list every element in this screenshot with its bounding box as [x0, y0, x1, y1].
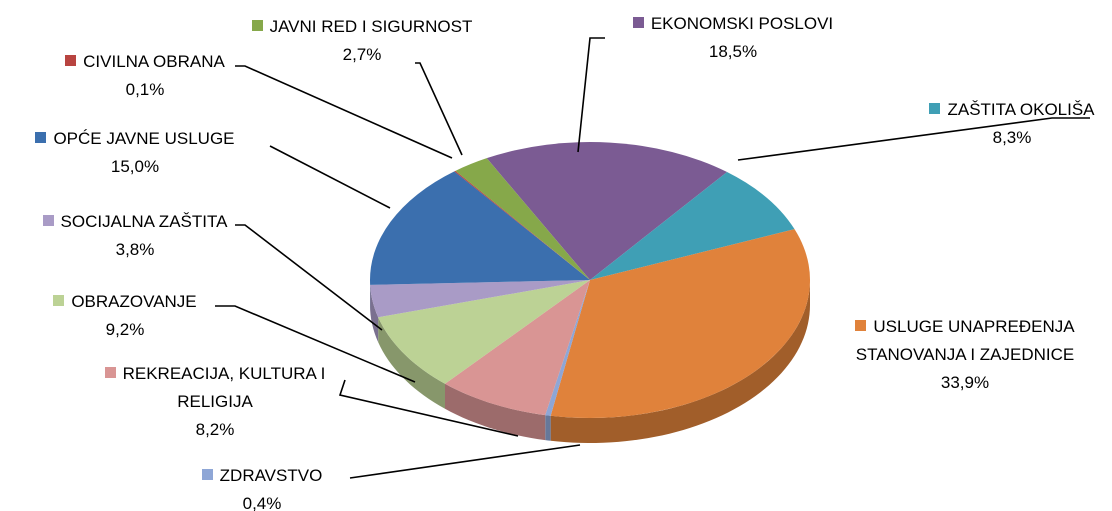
legend-swatch	[104, 367, 116, 378]
data-label: CIVILNA OBRANA 0,1%	[30, 48, 260, 104]
value-label: 33,9%	[940, 373, 990, 392]
category-name: JAVNI RED I SIGURNOST	[269, 17, 473, 36]
legend-swatch	[251, 20, 263, 31]
data-label: ZDRAVSTVO 0,4%	[162, 462, 362, 511]
legend-swatch	[35, 132, 47, 143]
data-label: EKONOMSKI POSLOVI 18,5%	[583, 10, 883, 66]
value-label: 0,4%	[242, 494, 282, 511]
value-label: 15,0%	[110, 157, 160, 176]
slice	[486, 141, 728, 280]
legend-swatch	[929, 103, 941, 114]
category-name: CIVILNA OBRANA	[83, 52, 225, 71]
label-name-line: ZAŠTITA OKOLIŠA	[902, 96, 1112, 124]
slice	[444, 280, 590, 416]
data-label: OBRAZOVANJE 9,2%	[15, 288, 235, 344]
slice	[454, 170, 590, 280]
category-name: ZAŠTITA OKOLIŠA	[947, 100, 1095, 119]
leader-line	[415, 62, 463, 156]
label-name-line: CIVILNA OBRANA	[30, 48, 260, 76]
leader-line	[235, 65, 453, 159]
leader-line	[235, 224, 383, 331]
label-name-line: OBRAZOVANJE	[15, 288, 235, 316]
category-name: ZDRAVSTVO	[219, 466, 323, 485]
data-label: USLUGE UNAPREĐENJA STANOVANJA I ZAJEDNIC…	[849, 313, 1081, 397]
slice	[370, 171, 590, 285]
legend-swatch	[201, 469, 213, 480]
category-name: REKREACIJA, KULTURA I RELIGIJA	[122, 364, 326, 411]
slice-side	[378, 317, 445, 409]
value-label: 8,3%	[992, 128, 1032, 147]
leader-line	[737, 117, 1090, 161]
legend-swatch	[42, 215, 54, 226]
leader-line	[215, 305, 416, 383]
category-name: EKONOMSKI POSLOVI	[650, 14, 834, 33]
label-name-line: REKREACIJA, KULTURA I RELIGIJA	[84, 360, 346, 416]
category-name: OPĆE JAVNE USLUGE	[53, 129, 235, 148]
category-name: OBRAZOVANJE	[71, 292, 197, 311]
slice-side	[545, 415, 551, 441]
legend-swatch	[855, 320, 867, 331]
label-name-line: USLUGE UNAPREĐENJA STANOVANJA I ZAJEDNIC…	[849, 313, 1081, 369]
slice	[545, 280, 590, 416]
label-name-line: SOCIJALNA ZAŠTITA	[15, 208, 255, 236]
leader-line	[349, 444, 581, 479]
leader-line	[269, 145, 391, 209]
data-label: OPĆE JAVNE USLUGE 15,0%	[10, 125, 260, 181]
category-name: USLUGE UNAPREĐENJA STANOVANJA I ZAJEDNIC…	[855, 317, 1075, 364]
slice-side	[550, 280, 810, 443]
leader-line	[577, 37, 605, 153]
value-label: 2,7%	[342, 45, 382, 64]
data-label: ZAŠTITA OKOLIŠA 8,3%	[902, 96, 1112, 152]
data-label: JAVNI RED I SIGURNOST 2,7%	[217, 13, 507, 69]
legend-swatch	[65, 55, 77, 66]
legend-swatch	[53, 295, 65, 306]
label-name-line: ZDRAVSTVO	[162, 462, 362, 490]
slice-side	[444, 383, 546, 441]
slice	[378, 280, 590, 384]
label-name-line: JAVNI RED I SIGURNOST	[217, 13, 507, 41]
label-name-line: EKONOMSKI POSLOVI	[583, 10, 883, 38]
slice	[550, 229, 811, 418]
leader-line	[338, 379, 519, 437]
data-label: SOCIJALNA ZAŠTITA 3,8%	[15, 208, 255, 264]
label-name-line: OPĆE JAVNE USLUGE	[10, 125, 260, 153]
category-name: SOCIJALNA ZAŠTITA	[60, 212, 228, 231]
value-label: 8,2%	[195, 420, 235, 439]
value-label: 3,8%	[115, 240, 155, 259]
slice	[455, 158, 590, 280]
legend-swatch	[632, 17, 644, 28]
value-label: 18,5%	[708, 42, 758, 61]
value-label: 9,2%	[105, 320, 145, 339]
data-label: REKREACIJA, KULTURA I RELIGIJA 8,2%	[84, 360, 346, 444]
slice	[370, 280, 590, 318]
value-label: 0,1%	[125, 80, 165, 99]
slice	[590, 172, 795, 280]
